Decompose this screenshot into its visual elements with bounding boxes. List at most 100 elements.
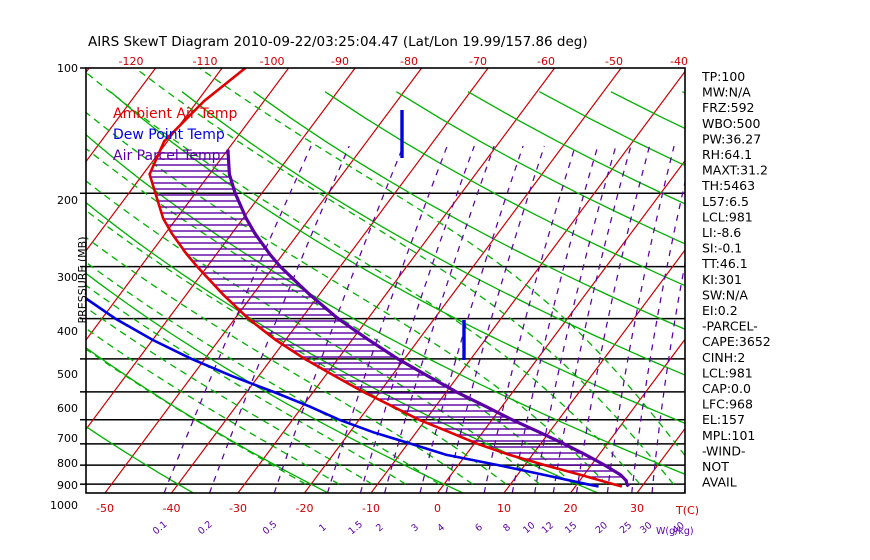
index-item: WBO:500 bbox=[702, 116, 760, 131]
dry-adiabat-line bbox=[539, 91, 685, 167]
top-tick-label: -80 bbox=[400, 55, 418, 68]
index-item: MAXT:31.2 bbox=[702, 163, 768, 178]
mixing-tick-label: 1 bbox=[317, 522, 329, 534]
pressure-tick-label: 700 bbox=[57, 432, 78, 445]
pressure-tick-label: 400 bbox=[57, 325, 78, 338]
bottom-tick-label: -40 bbox=[163, 502, 181, 515]
index-item: -PARCEL- bbox=[702, 319, 758, 334]
isotherm-line bbox=[503, 249, 685, 493]
isotherm-line bbox=[171, 68, 489, 493]
index-item: LFC:968 bbox=[702, 397, 753, 412]
mixing-ratio-line bbox=[483, 145, 576, 493]
pressure-tick-label: 300 bbox=[57, 271, 78, 284]
mixing-ratio-line bbox=[359, 145, 475, 493]
index-item: EI:0.2 bbox=[702, 303, 738, 318]
top-tick-label: -120 bbox=[119, 55, 144, 68]
mixing-tick-label: 4 bbox=[435, 522, 447, 534]
dry-adiabat-line bbox=[181, 91, 685, 376]
mixing-tick-label: 2 bbox=[374, 522, 386, 534]
index-item: LI:-8.6 bbox=[702, 225, 741, 240]
index-item: PW:36.27 bbox=[702, 131, 761, 146]
moist-adiabat-line bbox=[134, 68, 675, 485]
index-item: RH:64.1 bbox=[702, 147, 752, 162]
isotherm-line bbox=[86, 68, 356, 431]
index-item: KI:301 bbox=[702, 272, 742, 287]
bottom-tick-label: 20 bbox=[564, 502, 578, 515]
bottom-tick-label: 0 bbox=[434, 502, 441, 515]
indices-panel: TP:100MW:N/AFRZ:592WBO:500PW:36.27RH:64.… bbox=[701, 69, 771, 490]
index-item: L57:6.5 bbox=[702, 194, 749, 209]
index-item: CAP:0.0 bbox=[702, 381, 751, 396]
pressure-tick-label: 100 bbox=[57, 62, 78, 75]
pressure-tick-label: 800 bbox=[57, 457, 78, 470]
plot-area bbox=[86, 68, 685, 493]
isotherm-line bbox=[86, 68, 290, 341]
mixing-ratio-line bbox=[326, 145, 448, 493]
top-temp-axis: -120 -110 -100 -90 -80 -70 -60 -50 -40 bbox=[119, 55, 688, 68]
index-item: SI:-0.1 bbox=[702, 241, 742, 256]
mixing-ratio-line bbox=[651, 260, 685, 493]
mixing-ratio-line bbox=[533, 145, 617, 493]
moist-adiabat-line bbox=[86, 236, 474, 485]
bottom-tick-label: -30 bbox=[229, 502, 247, 515]
bottom-tick-label: -20 bbox=[296, 502, 314, 515]
top-tick-label: -40 bbox=[670, 55, 688, 68]
index-item: EL:157 bbox=[702, 412, 745, 427]
bottom-tick-label: 30 bbox=[630, 502, 644, 515]
index-item: LCL:981 bbox=[702, 365, 753, 380]
index-item: CINH:2 bbox=[702, 350, 745, 365]
top-tick-label: -60 bbox=[537, 55, 555, 68]
dry-adiabat-line bbox=[324, 91, 685, 287]
axis-ticks bbox=[80, 67, 86, 485]
isotherm-line bbox=[86, 68, 223, 252]
isotherm-line bbox=[570, 338, 685, 493]
plot-frame bbox=[85, 67, 686, 494]
mixing-ratio-line bbox=[419, 145, 524, 493]
index-item: TP:100 bbox=[701, 69, 745, 84]
pressure-tick-label: 500 bbox=[57, 368, 78, 381]
dry-adiabat-line bbox=[610, 91, 685, 130]
mixing-tick-label: 6 bbox=[473, 522, 485, 534]
pressure-tick-label: 1000 bbox=[50, 499, 78, 512]
parcel-temp-curve bbox=[226, 149, 630, 488]
mixing-ratio-line bbox=[631, 179, 685, 493]
bottom-tick-label: -50 bbox=[96, 502, 114, 515]
pressure-tick-label: 600 bbox=[57, 402, 78, 415]
bottom-tick-label: 10 bbox=[497, 502, 511, 515]
pressure-axis: 100 200 300 400 500 600 700 800 900 1000 bbox=[50, 62, 78, 512]
isotherm-line bbox=[237, 68, 556, 493]
dry-adiabat-line bbox=[86, 425, 194, 493]
top-tick-label: -100 bbox=[260, 55, 285, 68]
mixing-ratio-line bbox=[208, 145, 350, 493]
top-tick-label: -70 bbox=[469, 55, 487, 68]
mixing-ratio-line bbox=[511, 145, 599, 493]
mixing-ratio-line bbox=[384, 145, 495, 493]
moist-adiabat-line bbox=[86, 261, 440, 485]
dry-adiabat-line bbox=[467, 91, 685, 205]
top-tick-label: -90 bbox=[331, 55, 349, 68]
dewpoint-temp-curve bbox=[86, 296, 599, 488]
index-item: -WIND- bbox=[702, 443, 746, 458]
dry-adiabat-line bbox=[396, 91, 685, 245]
pressure-tick-label: 900 bbox=[57, 479, 78, 492]
ambient-temp-curve bbox=[148, 68, 623, 488]
page-title: AIRS SkewT Diagram 2010-09-22/03:25:04.4… bbox=[88, 34, 588, 50]
legend: Ambient Air Temp Dew Point Temp Air Parc… bbox=[113, 106, 238, 164]
dry-adiabat-line bbox=[253, 91, 685, 330]
x-axis-temp-label: T(C) bbox=[675, 504, 699, 517]
x-axis-mixing-label: W(g/kg) bbox=[656, 526, 694, 537]
top-tick-label: -50 bbox=[605, 55, 623, 68]
index-item: CAPE:3652 bbox=[702, 334, 771, 349]
index-item: MW:N/A bbox=[702, 85, 751, 100]
isotherm-line bbox=[86, 68, 157, 163]
pressure-tick-label: 200 bbox=[57, 194, 78, 207]
index-item: TH:5463 bbox=[701, 178, 755, 193]
legend-ambient: Ambient Air Temp bbox=[113, 106, 238, 122]
index-item: FRZ:592 bbox=[702, 100, 755, 115]
legend-dewpoint: Dew Point Temp bbox=[113, 127, 225, 143]
top-tick-label: -110 bbox=[193, 55, 218, 68]
bottom-tick-label: -10 bbox=[362, 502, 380, 515]
dry-adiabat-line bbox=[110, 91, 685, 425]
